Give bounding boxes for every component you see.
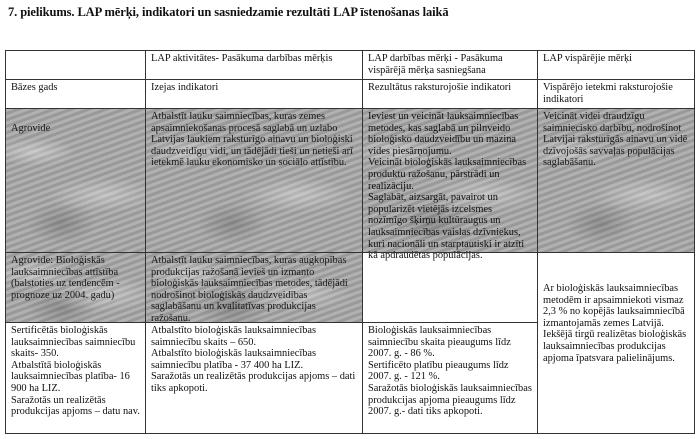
bio-impact-1: Ar bioloģiskās lauksaimniecības metodēm …	[543, 283, 685, 329]
header-cell-activities: LAP aktivitātes- Pasākuma darbības mērķi…	[145, 50, 363, 80]
subheader-output-indicators: Izejas indikatori	[145, 79, 363, 109]
agrovide-goal-2: Veicināt bioloģiskās lauksaimniecības pr…	[368, 157, 527, 192]
bio-label-text: Agrovide: Bioloģiskās lauksaimniecības a…	[11, 255, 120, 301]
output-indicator-2: Atbalstīto bioloģiskās lauksaimniecības …	[151, 348, 317, 371]
bio-label: Agrovide: Bioloģiskās lauksaimniecības a…	[5, 252, 146, 323]
agrovide-general-goal-text: Veicināt videi draudzīgu saimniecisko da…	[543, 111, 688, 169]
base-year-indicators: Sertificētās bioloģiskās lauksaimniecība…	[5, 322, 146, 434]
agrovide-activity-text: Atbalstīt lauku saimniecības, kuras zeme…	[151, 111, 353, 169]
result-indicator-2: Sertificēto platību pieaugums līdz 2007.…	[368, 359, 509, 383]
output-indicators: Atbalstīto bioloģiskās lauksaimniecības …	[145, 322, 363, 434]
result-indicators: Bioloģiskās lauksaimniecības saimniecību…	[362, 322, 538, 434]
result-indicator-3: Saražotās bioloģiskās lauksaimniecības p…	[368, 382, 532, 418]
bio-activity: Atbalstīt lauku saimniecības, kuras augk…	[145, 252, 363, 324]
output-indicator-3: Saražotās un realizētās produkcijas apjo…	[151, 371, 356, 394]
page-title: 7. pielikums. LAP mērķi, indikatori un s…	[8, 5, 449, 19]
header-cell-operational-goals: LAP darbības mērķi - Pasākuma vispārējā …	[362, 50, 538, 80]
header-cell-empty	[5, 50, 146, 80]
base-indicator-3: Saražotās un realizētās produkcijas apjo…	[11, 394, 140, 418]
agrovide-goal-3: Saglabāt, aizsargāt, pavairot un popular…	[368, 192, 525, 262]
subheader-base-year: Bāzes gads	[5, 79, 146, 109]
subheader-impact-indicators: Vispārējo ietekmi raksturojošie indikato…	[537, 79, 695, 109]
bio-operational-empty	[362, 252, 538, 323]
agrovide-goal-1: Ieviest un veicināt lauksaimniecības met…	[368, 111, 519, 157]
bio-impact-2: Iekšējā tirgū realizētas bioloģiskās lau…	[543, 329, 687, 364]
agrovide-label-text: Agrovide	[11, 123, 51, 134]
agrovide-operational-goals: Ieviest un veicināt lauksaimniecības met…	[362, 108, 538, 261]
bio-general-goals: Ar bioloģiskās lauksaimniecības metodēm …	[537, 252, 695, 434]
subheader-result-indicators: Rezultātus raksturojošie indikatori	[362, 79, 538, 109]
result-indicator-1: Bioloģiskās lauksaimniecības saimniecību…	[368, 325, 511, 360]
agrovide-general-goal: Veicināt videi draudzīgu saimniecisko da…	[537, 108, 695, 253]
agrovide-label: Agrovide	[5, 108, 146, 253]
base-indicator-2: Atbalstītā bioloģiskās lauksaimniecības …	[11, 359, 130, 394]
header-cell-general-goals: LAP vispārējie mērķi	[537, 50, 695, 80]
base-indicator-1: Sertificētās bioloģiskās lauksaimniecība…	[11, 325, 136, 360]
bio-activity-text: Atbalstīt lauku saimniecības, kuras augk…	[151, 255, 348, 324]
agrovide-activity: Atbalstīt lauku saimniecības, kuras zeme…	[145, 108, 363, 253]
output-indicator-1: Atbalstīto bioloģiskās lauksaimniecības …	[151, 325, 317, 348]
